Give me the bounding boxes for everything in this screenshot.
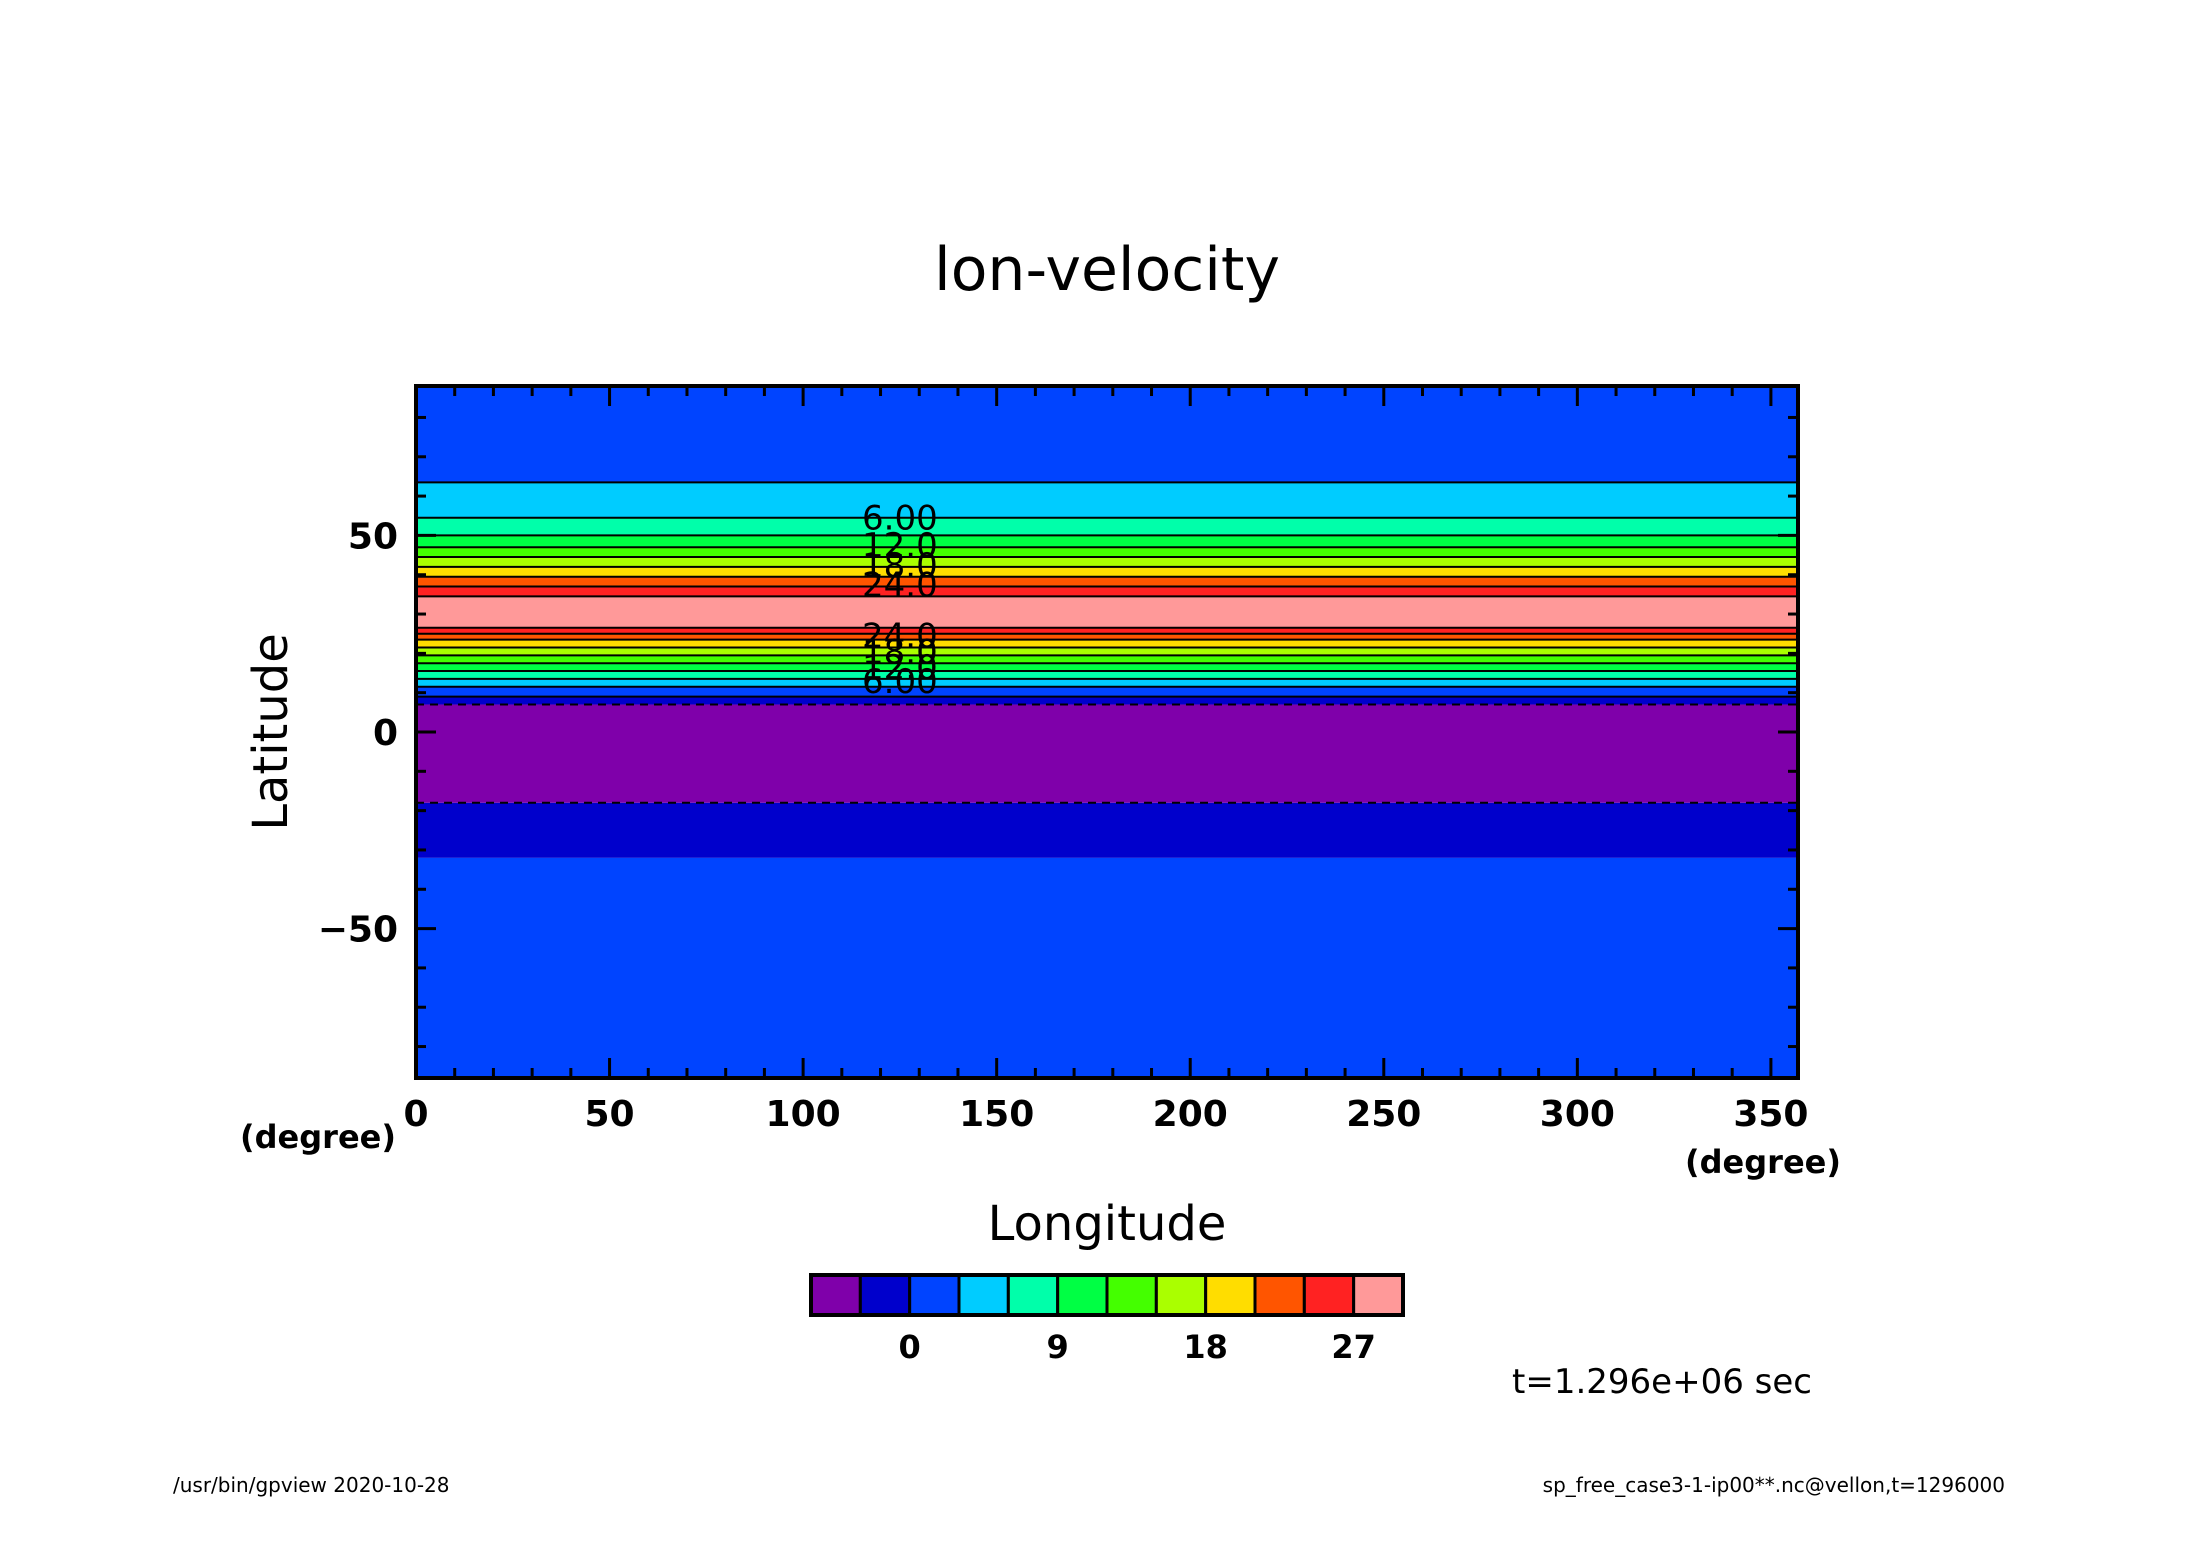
x-tick-label-5: 250 bbox=[1346, 1094, 1421, 1135]
colorbar-swatch-3 bbox=[957, 1273, 1010, 1317]
y-tick-labels: −50 0 50 bbox=[318, 516, 398, 950]
color-band-3 bbox=[416, 696, 1798, 705]
color-band-17 bbox=[416, 557, 1798, 567]
axis-ticks bbox=[414, 386, 1798, 1078]
colorbar bbox=[809, 1273, 1405, 1317]
color-band-7 bbox=[416, 663, 1798, 672]
colorbar-label-2: 18 bbox=[1183, 1328, 1228, 1366]
contour-label-0: 6.00 bbox=[862, 499, 938, 539]
colorbar-swatch-4 bbox=[1006, 1273, 1060, 1317]
x-tick-label-7: 350 bbox=[1733, 1094, 1808, 1135]
color-band-9 bbox=[416, 647, 1798, 656]
colorbar-swatch-10 bbox=[1302, 1273, 1356, 1317]
colorbar-swatch-0 bbox=[809, 1273, 862, 1317]
color-band-4 bbox=[416, 686, 1798, 697]
x-unit-label: (degree) bbox=[1685, 1143, 1841, 1181]
x-tick-label-6: 300 bbox=[1540, 1094, 1615, 1135]
color-band-0 bbox=[416, 857, 1798, 1078]
x-axis-title: Longitude bbox=[988, 1196, 1227, 1252]
x-tick-label-2: 100 bbox=[766, 1094, 841, 1135]
contour-label-3: 24.0 bbox=[862, 566, 938, 606]
contour-label-2: 18.0 bbox=[862, 546, 938, 586]
y-tick-label-2: 50 bbox=[348, 516, 398, 557]
color-band-13 bbox=[416, 596, 1798, 628]
x-tick-label-4: 200 bbox=[1153, 1094, 1228, 1135]
colorbar-swatch-7 bbox=[1154, 1273, 1208, 1317]
color-band-5 bbox=[416, 678, 1798, 687]
y-tick-label-0: −50 bbox=[318, 910, 398, 951]
colorbar-swatch-11 bbox=[1352, 1273, 1405, 1317]
color-band-8 bbox=[416, 655, 1798, 664]
colorbar-labels: 0 9 18 27 bbox=[899, 1328, 1376, 1366]
time-annotation: t=1.296e+06 sec bbox=[1512, 1362, 1812, 1402]
y-unit-label: (degree) bbox=[240, 1118, 396, 1156]
contour-label-6: 12.0 bbox=[862, 648, 938, 688]
contour-label-4: 24.0 bbox=[862, 617, 938, 657]
color-band-20 bbox=[416, 517, 1798, 536]
y-axis-title: Latitude bbox=[243, 633, 299, 831]
color-band-14 bbox=[416, 586, 1798, 597]
contour-label-7: 6.00 bbox=[862, 662, 938, 702]
colorbar-swatch-1 bbox=[858, 1273, 912, 1317]
y-tick-label-1: 0 bbox=[373, 713, 398, 754]
color-band-11 bbox=[416, 633, 1798, 640]
color-band-12 bbox=[416, 627, 1798, 634]
color-band-2 bbox=[416, 704, 1798, 803]
color-band-18 bbox=[416, 547, 1798, 558]
colorbar-frame bbox=[809, 1273, 1405, 1317]
x-tick-label-1: 50 bbox=[585, 1094, 635, 1135]
colorbar-swatch-9 bbox=[1253, 1273, 1306, 1317]
colorbar-swatch-8 bbox=[1204, 1273, 1257, 1317]
color-bands bbox=[416, 386, 1798, 1078]
color-band-15 bbox=[416, 576, 1798, 587]
contour-lines bbox=[416, 481, 1798, 804]
footer-right: sp_free_case3-1-ip00**.nc@vellon,t=12960… bbox=[1543, 1473, 2005, 1497]
chart-title: lon-velocity bbox=[934, 235, 1280, 305]
color-band-19 bbox=[416, 535, 1798, 548]
contour-label-5: 18.0 bbox=[862, 632, 938, 672]
colorbar-label-0: 0 bbox=[899, 1328, 921, 1366]
x-tick-label-3: 150 bbox=[959, 1094, 1034, 1135]
colorbar-swatch-5 bbox=[1056, 1273, 1109, 1317]
colorbar-label-3: 27 bbox=[1331, 1328, 1376, 1366]
contour-label-1: 12.0 bbox=[862, 526, 938, 566]
x-tick-labels: 0 50 100 150 200 250 300 350 bbox=[403, 1094, 1808, 1135]
colorbar-swatch-6 bbox=[1105, 1273, 1158, 1317]
color-band-6 bbox=[416, 671, 1798, 679]
color-band-16 bbox=[416, 566, 1798, 577]
color-band-10 bbox=[416, 639, 1798, 648]
footer-left: /usr/bin/gpview 2020-10-28 bbox=[173, 1473, 450, 1497]
colorbar-label-1: 9 bbox=[1047, 1328, 1069, 1366]
x-tick-label-0: 0 bbox=[403, 1094, 428, 1135]
colorbar-swatch-2 bbox=[908, 1273, 961, 1317]
color-band-1 bbox=[416, 802, 1798, 858]
color-band-22 bbox=[416, 386, 1798, 483]
color-band-21 bbox=[416, 482, 1798, 518]
